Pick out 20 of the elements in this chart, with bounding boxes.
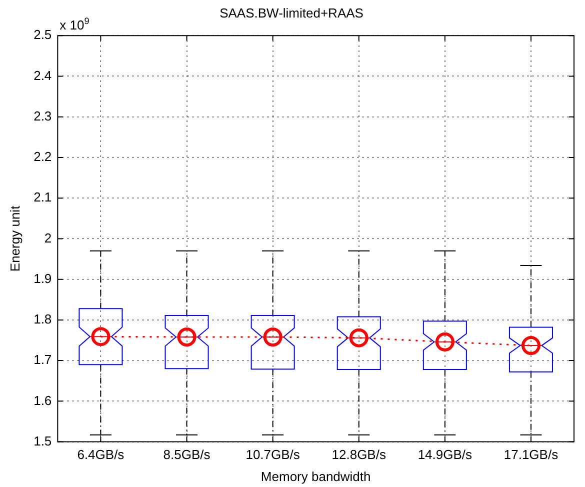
- y-tick-label: 2.4: [34, 68, 52, 83]
- x-tick-label: 14.9GB/s: [418, 447, 473, 462]
- x-axis-title: Memory bandwidth: [260, 468, 371, 484]
- y-tick-label: 1.5: [34, 433, 52, 448]
- y-tick-label: 2.5: [34, 27, 52, 42]
- y-tick-label: 2.3: [34, 108, 52, 124]
- y-tick-label: 1.9: [34, 270, 52, 286]
- y-tick-label: 2.2: [34, 149, 52, 164]
- y-tick-label: 1.6: [34, 392, 52, 408]
- x-tick-label: 10.7GB/s: [246, 447, 300, 462]
- x-tick-label: 12.8GB/s: [332, 447, 386, 462]
- y-tick-label: 2.1: [34, 190, 52, 205]
- x-tick-label: 8.5GB/s: [163, 447, 211, 462]
- y-tick-label: 1.8: [34, 312, 52, 327]
- x-tick-label: 17.1GB/s: [504, 447, 559, 462]
- y-axis-title: Energy unit: [7, 205, 22, 272]
- y-tick-label: 2: [44, 230, 52, 246]
- x-tick-label: 6.4GB/s: [77, 447, 125, 462]
- y-tick-label: 1.7: [34, 352, 52, 368]
- chart-title: SAAS.BW-limited+RAAS: [220, 5, 364, 20]
